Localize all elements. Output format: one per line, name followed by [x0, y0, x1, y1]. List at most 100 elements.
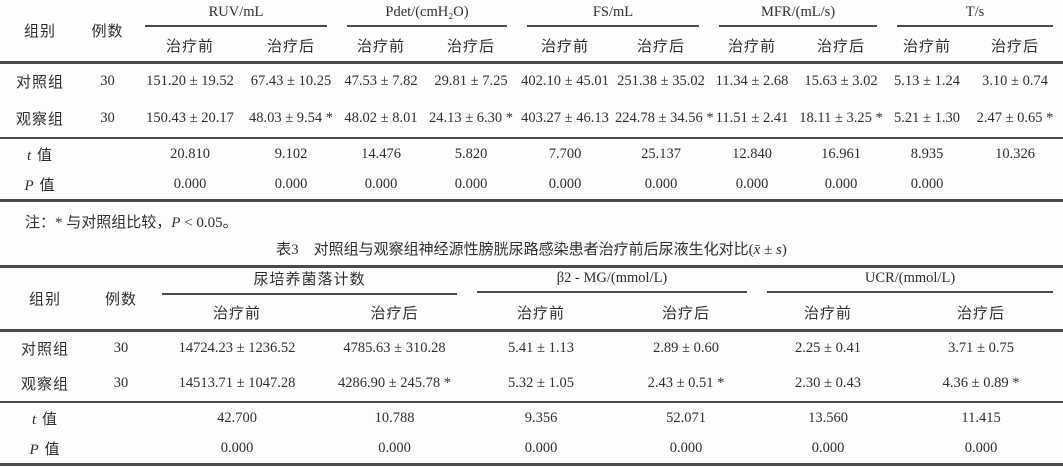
table-cell: 9.356 [467, 401, 616, 434]
subheader-after: 治疗后 [615, 296, 758, 332]
table-cell [967, 170, 1063, 202]
column-group-label: UCR/(mmol/L) [767, 270, 1054, 294]
column-header-cases: 例数 [80, 0, 135, 64]
row-label: 对照组 [20, 342, 69, 359]
table-cell: 5.32 ± 1.05 [508, 375, 574, 391]
subheader-before: 治疗前 [467, 296, 616, 332]
table-cell: 2.25 ± 0.41 [795, 340, 862, 357]
footnote-suffix: < 0.05。 [180, 214, 238, 231]
table-cell: 48.02 ± 8.01 [344, 110, 418, 126]
table-row-t-value: t 值 42.700 10.788 9.356 52.071 13.560 11… [0, 401, 1063, 434]
table-cell: 3.71 ± 0.75 [948, 340, 1015, 357]
caption-math: x̄ ± s [753, 241, 782, 258]
table-cell: 7.700 [517, 137, 613, 170]
table-cell: 14.476 [337, 137, 425, 170]
table-row-observation-group: 观察组 30 150.43 ± 20.17 48.03 ± 9.54 * 48.… [0, 100, 1063, 138]
table-row-control-group: 对照组 30 14724.23 ± 1236.52 4785.63 ± 310.… [0, 330, 1063, 366]
p-symbol: P [24, 177, 35, 194]
table-cell: 0.000 [245, 170, 337, 202]
row-label: t 值 [0, 137, 80, 170]
table-cell: 150.43 ± 20.17 [146, 110, 234, 126]
table-cell: 2.43 ± 0.51 * [647, 375, 725, 391]
table-cell: 0.000 [887, 170, 968, 202]
table-header-group-row: 组别 例数 RUV/mL Pdet/(cmH₂O) FS/mL MFR/(mL/… [0, 0, 1063, 64]
table-cell: 0.000 [615, 434, 758, 466]
t-symbol: t [32, 412, 38, 428]
table-cell: 42.700 [152, 401, 322, 434]
table-cell: 151.20 ± 19.52 [146, 73, 234, 90]
column-group-label: MFR/(mL/s) [719, 4, 878, 27]
subheader-after: 治疗后 [322, 296, 468, 332]
table-cell: 5.21 ± 1.30 [894, 110, 960, 126]
table-cell: 13.560 [757, 401, 900, 434]
caption-text: 表3 对照组与观察组神经源性膀胱尿路感染患者治疗前后尿液生化对比( [276, 241, 754, 258]
table-cell: 0.000 [322, 434, 468, 466]
column-group-label: Pdet/(cmH₂O) [347, 4, 507, 27]
table-cell: 11.51 ± 2.41 [715, 110, 789, 126]
table-cell: 0.000 [467, 434, 616, 466]
table-cell: 15.63 ± 3.02 [804, 73, 878, 90]
table-header-group-row: 组别 例数 尿培养菌落计数 β2 - MG/(mmol/L) UCR/(mmol… [0, 264, 1063, 332]
row-label: 对照组 [15, 75, 64, 92]
table-cell: 30 [100, 110, 115, 126]
table-cell [90, 401, 152, 434]
table-cell: 4785.63 ± 310.28 [343, 340, 446, 357]
subheader-before: 治疗前 [135, 30, 245, 64]
table-cell: 0.000 [613, 170, 710, 202]
column-group-label: FS/mL [527, 4, 700, 27]
column-group-header-fs: FS/mL [517, 0, 709, 30]
table-cell: 4.36 ± 0.89 * [942, 375, 1020, 391]
column-group-header-t: T/s [887, 0, 1063, 30]
table-cell: 30 [100, 73, 115, 90]
table-cell: 18.11 ± 3.25 * [799, 110, 883, 126]
column-group-label: T/s [897, 4, 1054, 27]
table-cell: 0.000 [757, 434, 900, 466]
subheader-before: 治疗前 [517, 30, 613, 64]
subheader-after: 治疗后 [425, 30, 517, 64]
table-cell: 2.89 ± 0.60 [653, 340, 719, 357]
table-cell: 10.788 [322, 401, 468, 434]
column-group-header-mfr: MFR/(mL/s) [709, 0, 887, 30]
caption-suffix: ) [781, 241, 787, 258]
p-symbol: P [29, 441, 40, 458]
column-group-label: RUV/mL [145, 4, 327, 27]
column-group-header-pdet: Pdet/(cmH₂O) [337, 0, 517, 30]
table-cell: 3.10 ± 0.74 [982, 73, 1048, 90]
row-label: P 值 [0, 434, 90, 466]
column-group-header-colony-count: 尿培养菌落计数 [152, 264, 468, 296]
footnote-prefix: 注：* 与对照组比较， [25, 214, 172, 231]
table-cell: 224.78 ± 34.56 * [615, 110, 714, 126]
table-cell: 0.000 [517, 170, 613, 202]
table-cell: 30 [113, 375, 129, 391]
table-cell: 20.810 [135, 137, 245, 170]
urodynamics-table: 组别 例数 RUV/mL Pdet/(cmH₂O) FS/mL MFR/(mL/… [0, 0, 1063, 202]
table-cell: 2.30 ± 0.43 [795, 375, 862, 391]
table-cell: 0.000 [899, 434, 1063, 466]
subheader-after: 治疗后 [245, 30, 337, 64]
column-group-header-b2mg: β2 - MG/(mmol/L) [467, 264, 758, 296]
subheader-before: 治疗前 [887, 30, 968, 64]
table-subheader-row: 治疗前 治疗后 治疗前 治疗后 治疗前 治疗后 治疗前 治疗后 治疗前 治疗后 [0, 30, 1063, 64]
subheader-after: 治疗后 [967, 30, 1063, 64]
column-group-header-ruv: RUV/mL [135, 0, 337, 30]
table-cell [80, 137, 135, 170]
table-cell: 10.326 [967, 137, 1063, 170]
footnote-p-symbol: P [171, 214, 181, 231]
table-cell: 0.000 [425, 170, 517, 202]
table-cell: 14724.23 ± 1236.52 [178, 340, 296, 357]
table-cell: 14513.71 ± 1047.28 [178, 375, 296, 391]
table-cell: 402.10 ± 45.01 [521, 73, 609, 90]
table-cell: 5.820 [425, 137, 517, 170]
table-cell: 30 [113, 340, 129, 357]
table-cell [80, 170, 135, 202]
subheader-before: 治疗前 [709, 30, 796, 64]
table-cell: 0.000 [152, 434, 322, 466]
table-cell: 25.137 [613, 137, 710, 170]
row-label-suffix: 值 [34, 177, 56, 194]
column-group-header-ucr: UCR/(mmol/L) [757, 264, 1063, 296]
table-cell: 4286.90 ± 245.78 * [337, 375, 452, 391]
table-row-p-value: P 值 0.000 0.000 0.000 0.000 0.000 0.000 [0, 434, 1063, 466]
row-label: t 值 [0, 401, 90, 434]
column-header-group: 组别 [0, 0, 80, 64]
table-cell: 403.27 ± 46.13 [521, 110, 609, 126]
